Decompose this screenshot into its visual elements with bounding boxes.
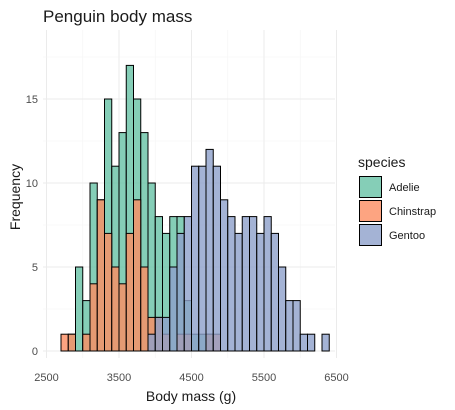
chinstrap-bar [133, 199, 142, 352]
gentoo-bar [183, 216, 192, 352]
legend: species Adelie Chinstrap Gentoo [358, 154, 436, 246]
y-tick-label: 10 [26, 178, 38, 190]
chart-title: Penguin body mass [43, 7, 192, 26]
gentoo-bar [154, 316, 163, 352]
chinstrap-bar [111, 266, 120, 352]
gentoo-bar [321, 333, 330, 352]
gentoo-bar [191, 165, 200, 352]
gentoo-bar [307, 333, 316, 352]
y-tick-label: 15 [26, 94, 38, 106]
gentoo-bar [270, 232, 279, 352]
y-tick-label: 0 [32, 346, 38, 358]
x-axis-ticks: 2500 3500 4500 5500 6500 [34, 372, 348, 384]
x-tick-label: 3500 [107, 372, 131, 384]
gentoo-bar [227, 216, 236, 352]
gentoo-bar [212, 165, 221, 352]
legend-label-gentoo: Gentoo [389, 230, 425, 242]
gentoo-bar [249, 216, 258, 352]
gentoo-bar [176, 232, 185, 352]
chinstrap-bar [125, 232, 134, 352]
gentoo-bar [198, 165, 207, 352]
legend-label-chinstrap: Chinstrap [389, 206, 436, 218]
chinstrap-bar [104, 232, 113, 352]
x-tick-label: 6500 [324, 372, 348, 384]
adelie-bar [75, 266, 84, 352]
chinstrap-bar [82, 333, 91, 352]
gentoo-bar [220, 199, 229, 352]
gentoo-bar [256, 232, 265, 352]
x-axis-title: Body mass (g) [146, 388, 236, 404]
gentoo-bar [205, 148, 214, 352]
gentoo-bar [241, 216, 250, 352]
chinstrap-bar [96, 199, 105, 352]
x-tick-label: 4500 [179, 372, 203, 384]
gentoo-bar [169, 266, 178, 352]
gentoo-bar [278, 266, 287, 352]
gentoo-bar [292, 300, 301, 352]
y-tick-label: 5 [32, 262, 38, 274]
gentoo-bar [147, 333, 156, 352]
y-axis-title: Frequency [7, 164, 23, 230]
x-tick-label: 2500 [34, 372, 58, 384]
chinstrap-bar [60, 333, 69, 352]
chinstrap-bar [118, 283, 127, 352]
histogram-bars [60, 64, 330, 352]
legend-swatch-adelie [359, 176, 382, 198]
gentoo-bar [234, 232, 243, 352]
gentoo-bar [263, 216, 272, 352]
gentoo-bar [299, 333, 308, 352]
chinstrap-bar [89, 283, 98, 352]
legend-swatch-chinstrap [359, 200, 382, 222]
x-tick-label: 5500 [252, 372, 276, 384]
gentoo-bar [162, 316, 171, 352]
legend-label-adelie: Adelie [389, 182, 420, 194]
legend-swatch-gentoo [359, 224, 382, 246]
legend-title: species [358, 154, 405, 170]
chinstrap-bar [67, 333, 76, 352]
gentoo-bar [285, 300, 294, 352]
chinstrap-bar [140, 266, 149, 352]
y-axis-ticks: 0 5 10 15 [26, 94, 38, 358]
